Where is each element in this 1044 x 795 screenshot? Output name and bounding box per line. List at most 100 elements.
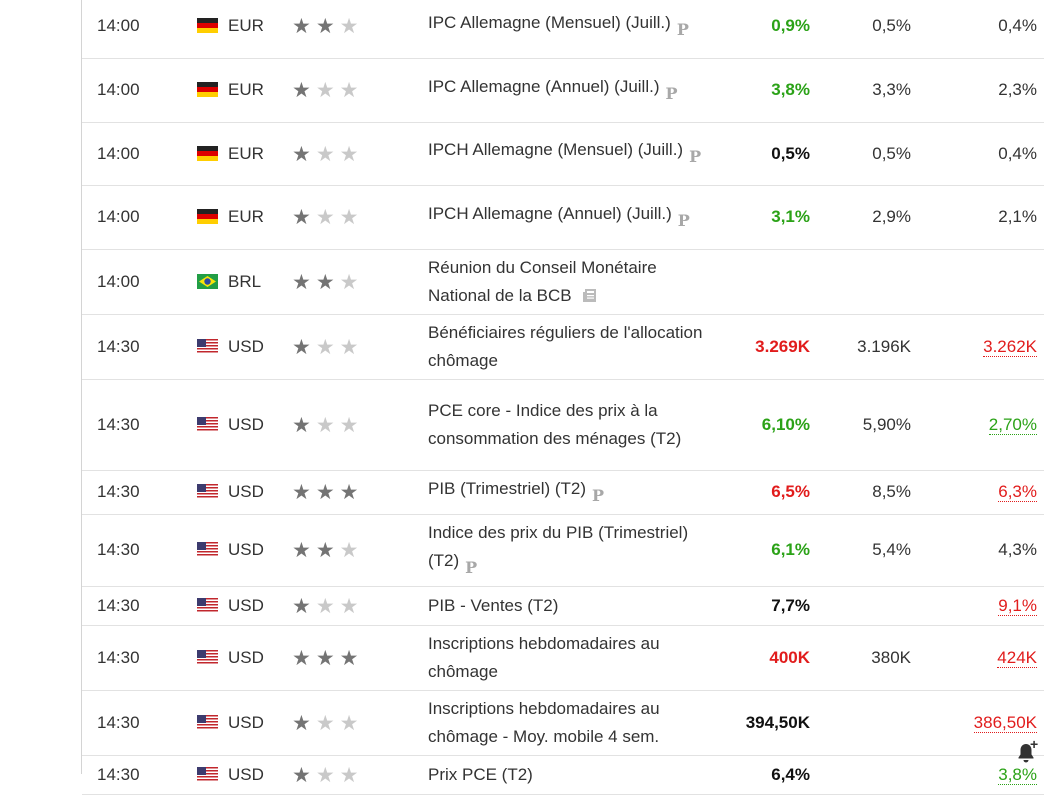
table-row[interactable]: 14:30 USD ★ ★ ★ PIB (Trimestriel) (T2) P 6,5% 8,… (82, 470, 1044, 515)
event-name[interactable]: Réunion du Conseil Monétaire National de… (428, 257, 657, 305)
preliminary-icon[interactable]: P (465, 557, 478, 577)
previous-value: 0,4% (998, 16, 1037, 36)
table-row[interactable]: 14:00 EUR ★ ★ ★ IPC Allemagne (Mensuel) (Juil… (82, 0, 1044, 59)
flag-us-icon (197, 649, 218, 665)
flag-us-icon (197, 766, 218, 782)
table-row[interactable]: 14:00 EUR ★ ★ ★ IPC Allemagne (Annuel) (Juill… (82, 58, 1044, 123)
forecast-value (810, 586, 911, 626)
preliminary-icon[interactable]: P (665, 83, 678, 103)
event-name-cell[interactable]: PIB (Trimestriel) (T2) P (428, 470, 718, 515)
event-time: 14:30 (82, 755, 197, 795)
event-name[interactable]: PIB - Ventes (T2) (428, 595, 559, 615)
event-name[interactable]: IPC Allemagne (Mensuel) (Juill.) (428, 12, 671, 32)
flag-br-icon (197, 273, 218, 289)
importance-rating: ★ ★ ★ (292, 470, 428, 515)
event-name[interactable]: IPCH Allemagne (Mensuel) (Juill.) (428, 140, 684, 159)
flag-de-icon (197, 82, 218, 97)
table-row[interactable]: 14:00 BRL ★ ★ ★ Réunion du Conseil Monétaire … (82, 249, 1044, 315)
forecast-value: 8,5% (810, 470, 911, 515)
event-name[interactable]: Inscriptions hebdomadaires au chômage (428, 633, 660, 681)
flag-us-icon (197, 484, 218, 499)
bell-plus-icon[interactable]: + (1017, 736, 1038, 769)
event-name[interactable]: PIB (Trimestriel) (T2) (428, 478, 587, 498)
event-name[interactable]: Prix PCE (T2) (428, 764, 533, 784)
previous-value-cell: 0,4% (911, 122, 1037, 186)
event-name-cell[interactable]: Bénéficiaires réguliers de l'allocation … (428, 314, 718, 380)
flag-de-icon (197, 18, 218, 34)
event-name-cell[interactable]: Prix PCE (T2) (428, 755, 718, 795)
event-name[interactable]: Inscriptions hebdomadaires au chômage - … (428, 698, 660, 746)
event-name[interactable]: IPCH Allemagne (Annuel) (Juill.) (428, 203, 672, 223)
table-row[interactable]: 14:30 USD ★ ★ ★ PCE core - Indice des prix à … (82, 379, 1044, 471)
table-row[interactable]: 14:30 USD ★ ★ ★ Indice des prix du PIB (Trime… (82, 514, 1044, 587)
event-name-cell[interactable]: IPCH Allemagne (Mensuel) (Juill.) P (428, 122, 718, 186)
alert-cell (1037, 379, 1044, 471)
currency-cell: USD (197, 755, 292, 795)
actual-value: 7,7% (718, 586, 810, 626)
table-row[interactable]: 14:00 EUR ★ ★ ★ IPCH Allemagne (Annuel) (Juil… (82, 185, 1044, 250)
event-name-cell[interactable]: Inscriptions hebdomadaires au chômage - … (428, 690, 718, 756)
event-name-cell[interactable]: IPCH Allemagne (Annuel) (Juill.) P (428, 185, 718, 250)
previous-value: 0,4% (998, 143, 1037, 163)
table-row[interactable]: 14:30 USD ★ ★ ★ PIB - Ventes (T2) 7,7% 9,1% (82, 586, 1044, 626)
currency-cell: USD (197, 470, 292, 515)
currency-cell: USD (197, 379, 292, 471)
event-name-cell[interactable]: Indice des prix du PIB (Trimestriel) (T2… (428, 514, 718, 587)
importance-star-icon: ★ (315, 15, 335, 39)
currency-cell: EUR (197, 185, 292, 250)
bell-icon (1018, 744, 1034, 763)
forecast-value (810, 249, 911, 315)
forecast-value: 3,3% (810, 58, 911, 123)
event-time: 14:30 (82, 314, 197, 380)
preliminary-icon[interactable]: P (592, 485, 605, 505)
importance-rating: ★ ★ ★ (292, 314, 428, 380)
currency-code: USD (228, 764, 264, 784)
importance-star-icon: ★ (292, 335, 311, 359)
importance-star-icon: ★ (292, 539, 311, 562)
preliminary-icon[interactable]: P (676, 19, 689, 39)
importance-rating: ★ ★ ★ (292, 625, 428, 691)
event-name-cell[interactable]: Inscriptions hebdomadaires au chômage (428, 625, 718, 691)
previous-value: 424K (997, 647, 1037, 668)
event-name-cell[interactable]: PIB - Ventes (T2) (428, 586, 718, 626)
previous-value-cell: 2,70% (911, 379, 1037, 471)
table-row[interactable]: 14:30 USD ★ ★ ★ Inscriptions hebdomadaires au… (82, 690, 1044, 756)
alert-cell (1037, 314, 1044, 380)
importance-rating: ★ ★ ★ (292, 514, 428, 587)
event-name-cell[interactable]: PCE core - Indice des prix à la consomma… (428, 379, 718, 471)
importance-rating: ★ ★ ★ (292, 58, 428, 123)
event-name-cell[interactable]: IPC Allemagne (Annuel) (Juill.) P (428, 58, 718, 123)
importance-star-icon: ★ (339, 711, 359, 735)
event-name-cell[interactable]: IPC Allemagne (Mensuel) (Juill.) P (428, 0, 718, 59)
previous-value: 9,1% (998, 595, 1037, 616)
importance-star-icon: ★ (315, 646, 335, 670)
event-name[interactable]: Bénéficiaires réguliers de l'allocation … (428, 322, 703, 370)
table-row[interactable]: 14:30 USD ★ ★ ★ Inscriptions hebdomadaires au… (82, 625, 1044, 691)
importance-rating: ★ ★ ★ (292, 690, 428, 756)
alert-cell (1037, 690, 1044, 756)
importance-star-icon: ★ (315, 413, 335, 437)
event-name[interactable]: IPC Allemagne (Annuel) (Juill.) (428, 76, 660, 96)
event-name[interactable]: PCE core - Indice des prix à la consomma… (428, 400, 682, 448)
event-name[interactable]: Indice des prix du PIB (Trimestriel) (T2… (428, 522, 689, 570)
preliminary-icon[interactable]: P (689, 147, 702, 166)
news-icon[interactable] (582, 288, 597, 303)
currency-code: EUR (228, 16, 264, 36)
currency-cell: EUR (197, 58, 292, 123)
forecast-value: 380K (810, 625, 911, 691)
importance-star-icon: ★ (315, 335, 335, 359)
preliminary-icon[interactable]: P (677, 210, 690, 230)
currency-cell: EUR (197, 122, 292, 186)
importance-star-icon: ★ (292, 142, 311, 166)
previous-value-cell (911, 249, 1037, 315)
importance-star-icon: ★ (339, 206, 359, 229)
event-name-cell[interactable]: Réunion du Conseil Monétaire National de… (428, 249, 718, 315)
importance-rating: ★ ★ ★ (292, 249, 428, 315)
currency-cell: USD (197, 690, 292, 756)
table-row[interactable]: 14:30 USD ★ ★ ★ Prix PCE (T2) 6,4% 3,8% (82, 755, 1044, 795)
flag-us-icon (197, 338, 218, 354)
actual-value: 6,10% (718, 379, 810, 471)
table-row[interactable]: 14:30 USD ★ ★ ★ Bénéficiaires réguliers de l'… (82, 314, 1044, 380)
actual-value: 394,50K (718, 690, 810, 756)
table-row[interactable]: 14:00 EUR ★ ★ ★ IPCH Allemagne (Mensuel) (Jui… (82, 122, 1044, 186)
